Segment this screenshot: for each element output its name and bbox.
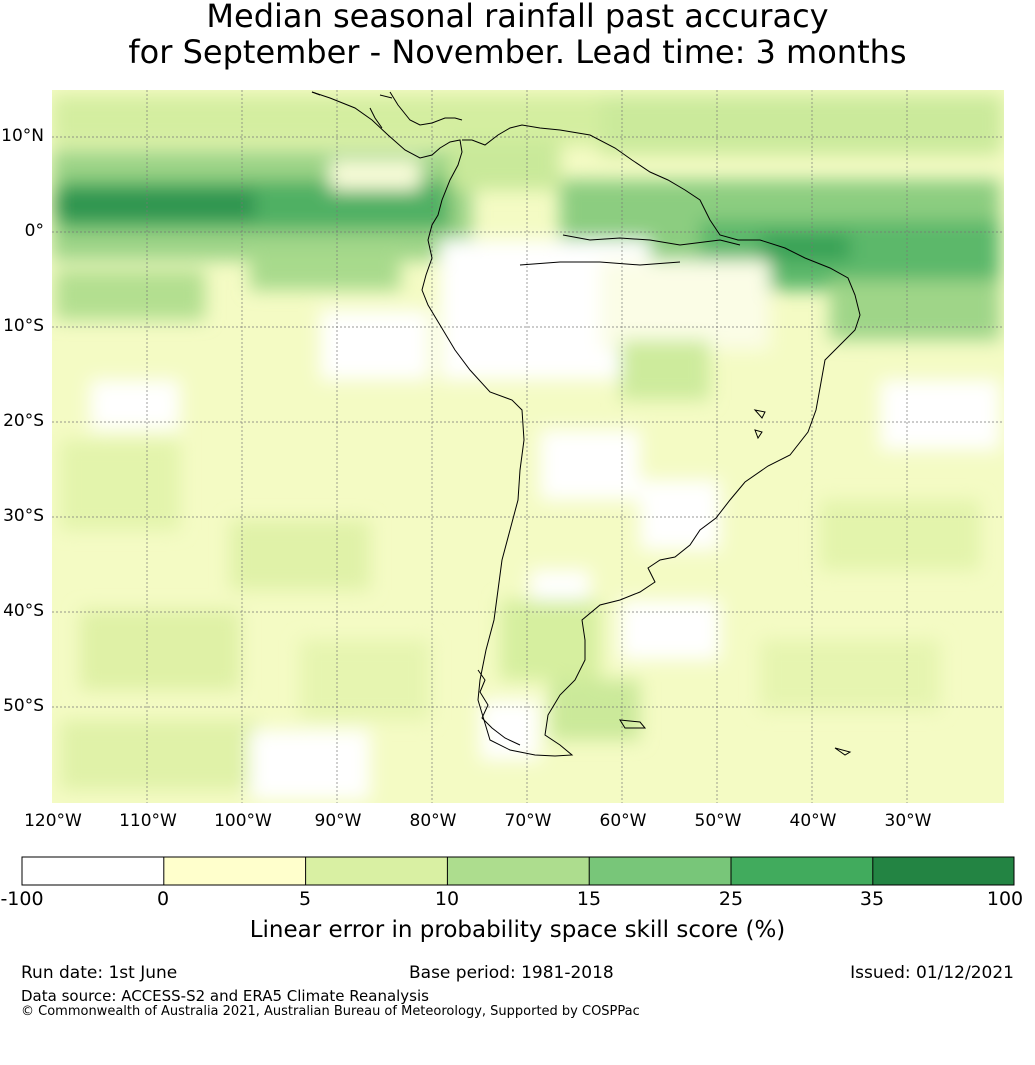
- coastline: [311, 91, 861, 757]
- lon-label: 60°W: [599, 811, 647, 831]
- colorbar-tick: 5: [298, 888, 312, 910]
- colorbar-bin: [589, 857, 731, 885]
- copyright: © Commonwealth of Australia 2021, Austra…: [21, 1004, 640, 1019]
- skill-field: [52, 90, 1004, 803]
- colorbar-tick: 0: [156, 888, 170, 910]
- lat-label: 10°N: [1, 126, 44, 146]
- colorbar-tick: 15: [576, 888, 602, 910]
- issued-date: Issued: 01/12/2021: [850, 963, 1014, 983]
- colorbar-tick: 25: [718, 888, 744, 910]
- base-period: Base period: 1981-2018: [409, 963, 614, 983]
- colorbar-tick: -100: [0, 888, 44, 910]
- title-line-2: for September - November. Lead time: 3 m…: [128, 33, 907, 71]
- lon-label: 30°W: [884, 811, 932, 831]
- graticule: [52, 90, 1004, 803]
- lon-label: 80°W: [409, 811, 457, 831]
- lon-label: 120°W: [24, 811, 82, 831]
- lat-label: 0°: [24, 221, 44, 241]
- colorbar-bin: [22, 857, 164, 885]
- colorbar-tick: 35: [859, 888, 885, 910]
- colorbar-tick: 100: [986, 888, 1024, 910]
- colorbar: [21, 856, 1015, 886]
- lon-label: 110°W: [119, 811, 177, 831]
- colorbar-label: Linear error in probability space skill …: [249, 917, 786, 943]
- lat-label: 20°S: [3, 411, 44, 431]
- lon-label: 50°W: [694, 811, 742, 831]
- lat-label: 30°S: [3, 506, 44, 526]
- lat-label: 50°S: [3, 696, 44, 716]
- colorbar-bin: [731, 857, 873, 885]
- colorbar-bin: [163, 857, 306, 885]
- data-source: Data source: ACCESS-S2 and ERA5 Climate …: [21, 987, 429, 1005]
- run-date: Run date: 1st June: [21, 963, 178, 983]
- colorbar-bin: [872, 857, 1014, 885]
- lon-label: 70°W: [504, 811, 552, 831]
- colorbar-tick: 10: [434, 888, 460, 910]
- lon-label: 90°W: [314, 811, 362, 831]
- lon-label: 100°W: [214, 811, 272, 831]
- colorbar-bin: [305, 857, 448, 885]
- colorbar-bin: [447, 857, 590, 885]
- lat-label: 10°S: [3, 316, 44, 336]
- lat-label: 40°S: [3, 601, 44, 621]
- lon-label: 40°W: [789, 811, 837, 831]
- title-line-1: Median seasonal rainfall past accuracy: [206, 0, 829, 35]
